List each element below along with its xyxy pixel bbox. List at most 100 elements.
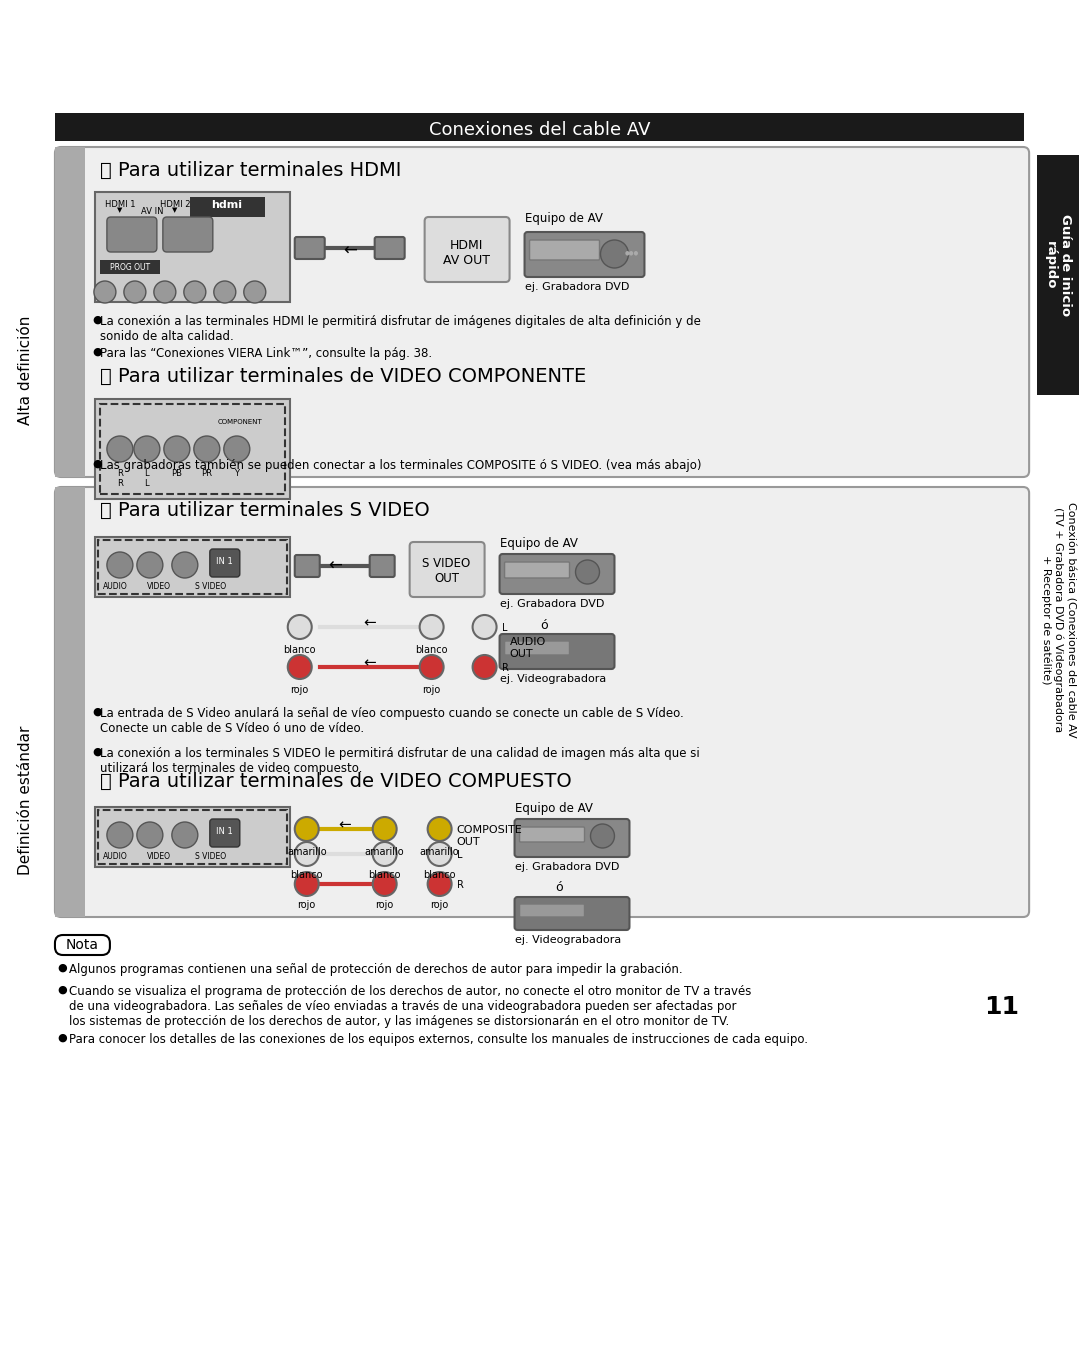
Text: La conexión a las terminales HDMI le permitirá disfrutar de imágenes digitales d: La conexión a las terminales HDMI le per… (100, 315, 701, 343)
Text: ej. Grabadora DVD: ej. Grabadora DVD (514, 861, 619, 872)
FancyBboxPatch shape (210, 819, 240, 846)
Text: blanco: blanco (416, 645, 448, 656)
Text: IN 1: IN 1 (216, 557, 233, 566)
Text: ●: ● (92, 707, 102, 717)
Text: ●: ● (57, 964, 67, 973)
Circle shape (420, 656, 444, 679)
Text: Para conocer los detalles de las conexiones de los equipos externos, consulte lo: Para conocer los detalles de las conexio… (69, 1033, 808, 1045)
Circle shape (295, 872, 319, 895)
Text: PB: PB (172, 469, 183, 478)
Bar (55, 113, 1024, 140)
Circle shape (184, 281, 206, 303)
Circle shape (373, 816, 396, 841)
Text: ←: ← (327, 557, 341, 575)
Text: PROG OUT: PROG OUT (110, 263, 150, 273)
Circle shape (591, 825, 615, 848)
Text: S VIDEO: S VIDEO (194, 852, 226, 861)
Bar (95, 807, 289, 867)
Text: blanco: blanco (283, 645, 316, 656)
Circle shape (224, 436, 249, 462)
Text: blanco: blanco (291, 870, 323, 880)
Circle shape (287, 615, 312, 639)
Text: amarillo: amarillo (287, 846, 326, 857)
Text: Y: Y (234, 469, 240, 478)
Text: blanco: blanco (423, 870, 456, 880)
Text: Definición estándar: Definición estándar (18, 725, 33, 875)
FancyBboxPatch shape (519, 827, 584, 842)
Text: rojo: rojo (298, 900, 315, 910)
Bar (100, 403, 285, 493)
Text: Equipo de AV: Equipo de AV (514, 801, 593, 815)
Text: rojo: rojo (431, 900, 449, 910)
Bar (95, 399, 289, 499)
Circle shape (295, 816, 319, 841)
FancyBboxPatch shape (525, 232, 645, 277)
Circle shape (600, 240, 629, 269)
Circle shape (172, 822, 198, 848)
FancyBboxPatch shape (514, 819, 630, 857)
Text: ▼: ▼ (118, 207, 123, 213)
FancyBboxPatch shape (107, 217, 157, 252)
Text: Cuando se visualiza el programa de protección de los derechos de autor, no conec: Cuando se visualiza el programa de prote… (69, 985, 752, 1028)
Text: Conexión básica (Conexiones del cable AV
(TV + Grabadora DVD ó Videograbadora
+ : Conexión básica (Conexiones del cable AV… (1041, 502, 1076, 737)
Text: L: L (145, 478, 149, 488)
Text: La entrada de S Video anulará la señal de víeo compuesto cuando se conecte un ca: La entrada de S Video anulará la señal d… (100, 707, 684, 735)
Circle shape (137, 552, 163, 578)
FancyBboxPatch shape (375, 237, 405, 259)
Text: L: L (501, 623, 508, 632)
FancyBboxPatch shape (295, 237, 325, 259)
Text: ●: ● (92, 348, 102, 357)
Text: ▼: ▼ (172, 207, 177, 213)
FancyBboxPatch shape (55, 935, 110, 955)
FancyBboxPatch shape (504, 641, 569, 656)
Text: ej. Grabadora DVD: ej. Grabadora DVD (500, 598, 604, 609)
Text: AUDIO
OUT: AUDIO OUT (510, 637, 545, 658)
Circle shape (473, 615, 497, 639)
Circle shape (137, 822, 163, 848)
Text: HDMI 1: HDMI 1 (105, 200, 135, 209)
Circle shape (134, 436, 160, 462)
FancyBboxPatch shape (210, 549, 240, 577)
Text: ●: ● (92, 459, 102, 469)
Text: COMPONENT: COMPONENT (217, 418, 262, 425)
FancyBboxPatch shape (519, 904, 584, 917)
FancyBboxPatch shape (500, 553, 615, 594)
FancyBboxPatch shape (500, 634, 615, 669)
Circle shape (214, 281, 235, 303)
Text: Algunos programas contienen una señal de protección de derechos de autor para im: Algunos programas contienen una señal de… (69, 964, 683, 976)
Text: ●: ● (57, 1033, 67, 1043)
Text: ej. Grabadora DVD: ej. Grabadora DVD (525, 282, 629, 292)
Text: Nota: Nota (66, 938, 98, 951)
Text: AUDIO: AUDIO (103, 852, 127, 861)
FancyBboxPatch shape (163, 217, 213, 252)
Text: Conexiones del cable AV: Conexiones del cable AV (429, 121, 650, 139)
Circle shape (373, 842, 396, 866)
Text: rojo: rojo (291, 686, 309, 695)
Circle shape (172, 552, 198, 578)
Text: ●: ● (92, 747, 102, 756)
Circle shape (153, 281, 176, 303)
Text: hdmi: hdmi (212, 200, 242, 210)
Text: L: L (145, 469, 149, 478)
Bar (55, 487, 85, 917)
Bar (95, 537, 289, 597)
Text: Ⓓ Para utilizar terminales de VIDEO COMPUESTO: Ⓓ Para utilizar terminales de VIDEO COMP… (100, 771, 571, 791)
Text: ←: ← (363, 656, 376, 671)
Text: Equipo de AV: Equipo de AV (525, 213, 603, 225)
Text: VIDEO: VIDEO (147, 852, 171, 861)
Text: R: R (117, 478, 123, 488)
Text: ó: ó (541, 619, 549, 632)
Circle shape (107, 552, 133, 578)
Text: Guía de inicio
rápido: Guía de inicio rápido (1044, 214, 1072, 316)
Text: rojo: rojo (422, 686, 441, 695)
Text: PR: PR (201, 469, 213, 478)
Bar (55, 147, 85, 477)
Text: 11: 11 (984, 995, 1020, 1020)
Text: Equipo de AV: Equipo de AV (500, 537, 578, 551)
Text: IN 1: IN 1 (216, 827, 233, 836)
Text: rojo: rojo (376, 900, 394, 910)
Text: ej. Videograbadora: ej. Videograbadora (500, 673, 606, 684)
Circle shape (124, 281, 146, 303)
Text: Alta definición: Alta definición (18, 315, 33, 425)
Text: amarillo: amarillo (365, 846, 405, 857)
